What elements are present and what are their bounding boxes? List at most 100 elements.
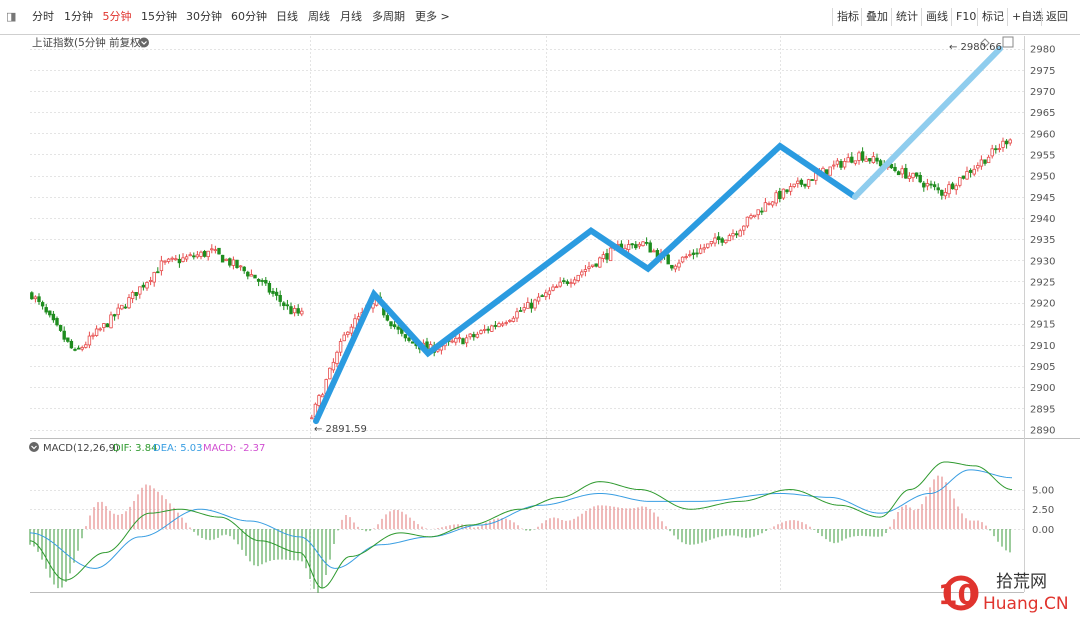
candle [652, 248, 656, 253]
candle-body [264, 279, 268, 284]
candle-body [475, 333, 480, 338]
candle-body [918, 174, 922, 183]
candle-body [716, 236, 721, 241]
candle [929, 180, 933, 189]
candle-body [123, 306, 128, 309]
projected-trend-line [852, 45, 1003, 200]
candle [900, 165, 904, 179]
candle-body [184, 256, 189, 260]
candle [331, 358, 336, 373]
candle [238, 265, 243, 271]
toolbar-button-2[interactable]: 统计 [891, 8, 922, 26]
candle-body [925, 183, 930, 187]
candle-body [965, 171, 969, 180]
candle-body [742, 225, 746, 231]
candle-body [141, 284, 146, 288]
candle-body [84, 344, 88, 348]
candle [91, 332, 95, 340]
toolbar-button-5[interactable]: 标记 [977, 8, 1008, 26]
candle [51, 310, 56, 323]
diamond-icon[interactable] [980, 38, 990, 48]
candle [774, 190, 778, 207]
candle-body [98, 328, 102, 331]
toolbar-button-1[interactable]: 叠加 [861, 8, 892, 26]
period-tab-10[interactable]: 更多 > [415, 10, 450, 23]
candle [626, 239, 631, 255]
macd-dropdown-icon[interactable] [29, 442, 39, 452]
toolbar-button-0[interactable]: 指标 [832, 8, 863, 26]
toolbar-button-7[interactable]: 返回 [1041, 8, 1072, 26]
candle [972, 165, 976, 177]
candle [217, 247, 221, 255]
period-tab-1[interactable]: 1分钟 [64, 10, 93, 23]
main-chart-header: 上证指数(5分钟 前复权) [32, 36, 1014, 49]
watermark: 10 拾荒网 Huang.CN [938, 572, 1069, 614]
candle [328, 367, 332, 380]
period-tab-4[interactable]: 30分钟 [186, 10, 222, 23]
period-tab-6[interactable]: 日线 [276, 10, 298, 23]
candle-body [598, 257, 602, 268]
candle-body [943, 191, 948, 197]
dif-line [29, 461, 1013, 589]
price-tick-label: 2900 [1030, 383, 1055, 394]
candle [684, 253, 688, 260]
candle-body [220, 254, 225, 263]
price-tick-label: 2950 [1030, 172, 1055, 183]
candle-body [954, 185, 958, 191]
macd-dropdown-chevron-icon [31, 445, 37, 450]
candle [850, 152, 854, 164]
candle [102, 322, 106, 332]
candle [271, 288, 275, 297]
period-tab-0[interactable]: 分时 [32, 10, 54, 23]
period-tab-8[interactable]: 月线 [340, 10, 362, 23]
candle [587, 261, 591, 272]
candle [84, 341, 88, 349]
candle [893, 163, 897, 173]
period-tab-2[interactable]: 5分钟 [102, 10, 132, 23]
title-dropdown-icon[interactable] [139, 37, 149, 48]
candle-body [893, 166, 897, 171]
toolbar-button-4[interactable]: F10 [951, 8, 980, 26]
candle [835, 158, 840, 168]
candle [73, 347, 77, 352]
toolbar-button-3[interactable]: 画线 [921, 8, 952, 26]
candle [976, 162, 980, 172]
sidebar-toggle-icon[interactable]: ◨ [6, 10, 17, 23]
price-tick-label: 2970 [1030, 87, 1055, 98]
candle-body [152, 271, 156, 283]
panel-toggle-icon[interactable] [1002, 36, 1014, 48]
candle [601, 251, 606, 263]
title-dropdown-chevron-icon [141, 41, 147, 45]
candle [716, 232, 721, 245]
candle [338, 338, 343, 357]
candle-body [796, 180, 800, 184]
candle [648, 240, 652, 253]
toolbar-button-6[interactable]: +自选 [1007, 8, 1047, 26]
candle [896, 170, 901, 176]
period-tab-7[interactable]: 周线 [308, 10, 330, 23]
candle-body [320, 394, 325, 398]
candle-body [134, 292, 138, 296]
candle-body [156, 271, 160, 274]
period-tab-3[interactable]: 15分钟 [141, 10, 177, 23]
candle [796, 177, 800, 188]
candle [558, 277, 562, 288]
candle [320, 392, 325, 398]
candle [990, 144, 994, 159]
candle-body [990, 148, 994, 157]
period-tab-5[interactable]: 60分钟 [231, 10, 267, 23]
period-tab-9[interactable]: 多周期 [372, 10, 405, 23]
candle-body [328, 367, 332, 380]
candle-body [983, 159, 987, 164]
candle-body [781, 188, 786, 199]
candle-body [486, 328, 490, 331]
candle [666, 252, 670, 265]
candle-body [192, 255, 196, 258]
trend-overlay [313, 45, 1003, 425]
candle [914, 172, 919, 179]
candle-body [745, 216, 750, 227]
candle [80, 345, 84, 352]
candle [253, 274, 257, 279]
candle [832, 160, 836, 170]
candle-body [210, 248, 214, 251]
